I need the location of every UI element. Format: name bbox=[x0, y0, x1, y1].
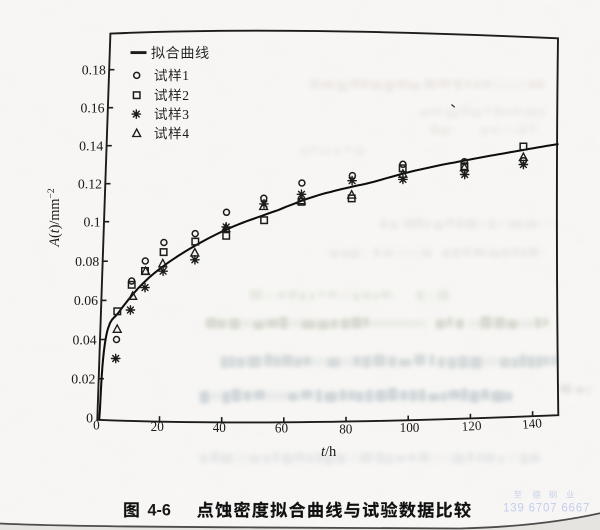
svg-text:2: 2 bbox=[182, 88, 189, 103]
svg-text:0.08: 0.08 bbox=[75, 254, 99, 269]
svg-text:t/h: t/h bbox=[321, 444, 337, 460]
svg-text:0.16: 0.16 bbox=[80, 101, 104, 116]
svg-text:139 6707 6667: 139 6707 6667 bbox=[503, 503, 590, 515]
svg-text:80: 80 bbox=[339, 421, 353, 436]
svg-text:0.12: 0.12 bbox=[78, 177, 102, 192]
svg-text:4-6: 4-6 bbox=[148, 502, 171, 520]
svg-text:4: 4 bbox=[182, 126, 189, 141]
svg-text:A(t)/mm−2: A(t)/mm−2 bbox=[46, 188, 64, 248]
svg-text:1: 1 bbox=[182, 68, 189, 83]
svg-text:120: 120 bbox=[461, 418, 482, 434]
svg-text:0: 0 bbox=[93, 417, 100, 432]
svg-text:0.02: 0.02 bbox=[71, 372, 95, 387]
svg-text:100: 100 bbox=[400, 420, 420, 435]
svg-text:40: 40 bbox=[213, 420, 227, 435]
svg-text:0.06: 0.06 bbox=[74, 293, 98, 308]
svg-text:140: 140 bbox=[521, 415, 542, 432]
svg-text:0.18: 0.18 bbox=[82, 63, 106, 78]
svg-text:0: 0 bbox=[86, 411, 93, 426]
svg-text:0.14: 0.14 bbox=[79, 139, 103, 154]
svg-text:0.1: 0.1 bbox=[83, 215, 100, 230]
svg-text:20: 20 bbox=[151, 419, 165, 434]
svg-text:3: 3 bbox=[182, 107, 189, 122]
svg-text:0.04: 0.04 bbox=[73, 332, 97, 347]
svg-text:60: 60 bbox=[275, 420, 289, 435]
